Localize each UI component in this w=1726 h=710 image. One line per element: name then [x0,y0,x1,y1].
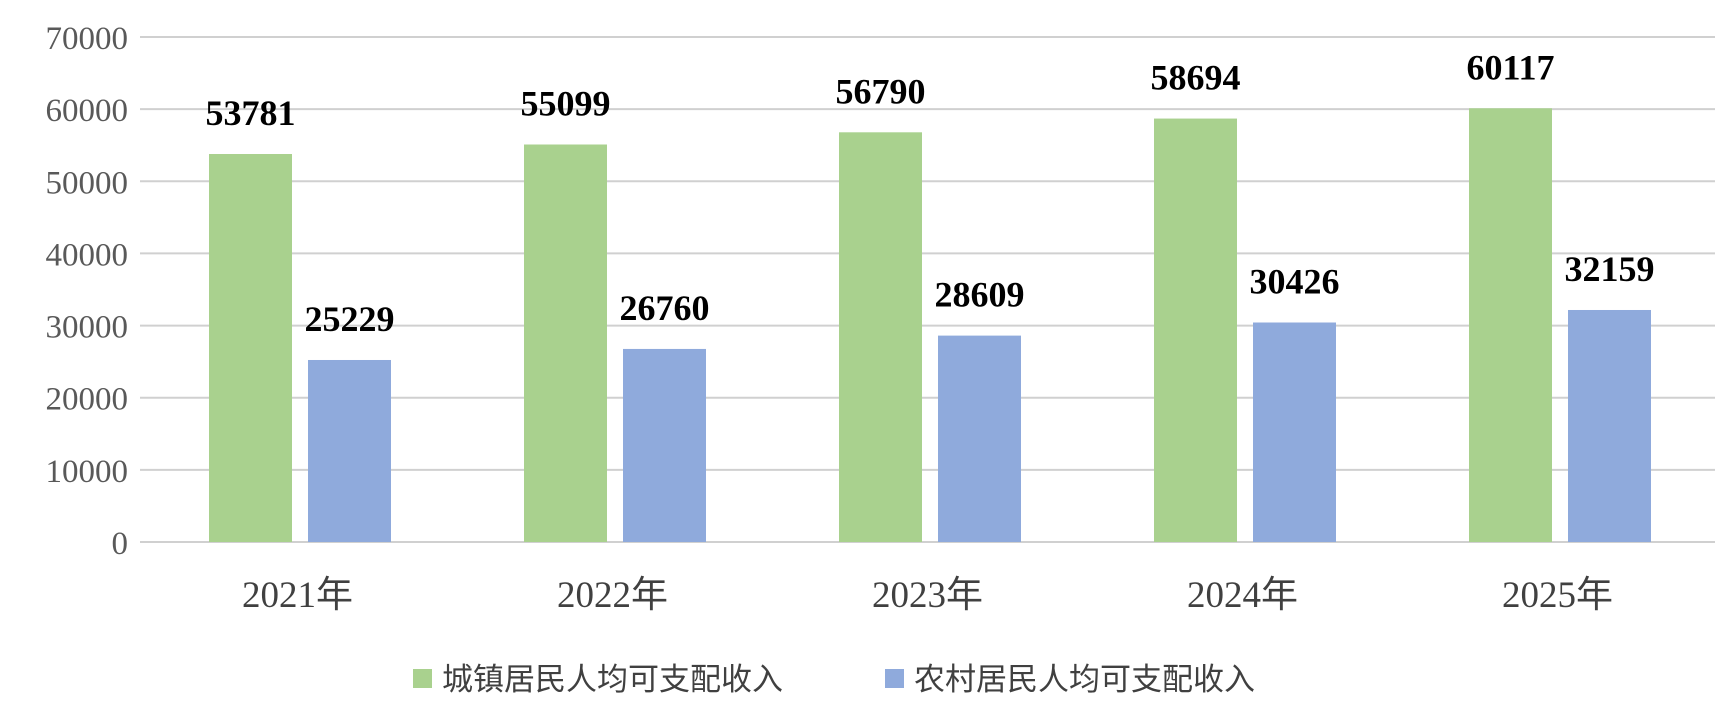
bar-rural [938,335,1021,542]
y-tick-label: 20000 [46,382,129,418]
data-label: 58694 [1151,58,1241,98]
bar-rural [1253,322,1336,542]
bar-urban [524,144,607,543]
bar-urban [1154,118,1237,543]
data-label: 30426 [1250,261,1340,301]
y-tick-label: 60000 [46,93,129,129]
y-tick-label: 50000 [46,165,129,201]
bar-urban [839,132,922,542]
data-labels: 53781 55099 56790 58694 60117 25229 26760 28609… [206,47,1655,339]
legend-swatch [885,669,904,688]
bar-rural [1568,309,1651,542]
data-label: 28609 [935,275,1025,315]
y-axis-tick-labels: 0 10000 20000 30000 40000 50000 60000 70000 [46,21,129,562]
legend-label: 农村居民人均可支配收入 [914,662,1255,698]
legend-label: 城镇居民人均可支配收入 [442,662,783,698]
gridlines [140,36,1715,543]
y-tick-label: 0 [112,526,129,562]
x-category-label: 2022年 [557,574,668,616]
data-label: 25229 [305,299,395,339]
y-tick-label: 70000 [46,21,129,57]
bar-urban [1469,108,1552,543]
data-label: 26760 [620,288,710,328]
bars [209,108,1651,543]
legend: 城镇居民人均可支配收入 农村居民人均可支配收入 [413,662,1255,698]
x-axis-category-labels: 2021年 2022年 2023年 2024年 2025年 [242,574,1613,616]
x-category-label: 2023年 [872,574,983,616]
data-label: 56790 [836,71,926,111]
y-tick-label: 10000 [46,454,129,490]
x-category-label: 2024年 [1187,574,1298,616]
y-tick-label: 30000 [46,310,129,346]
data-label: 60117 [1466,47,1554,87]
bar-rural [623,348,706,542]
data-label: 53781 [206,93,296,133]
data-label: 32159 [1565,249,1655,289]
x-category-label: 2021年 [242,574,353,616]
x-category-label: 2025年 [1502,574,1613,616]
bar-rural [308,359,391,542]
y-tick-label: 40000 [46,237,129,273]
data-label: 55099 [521,84,611,124]
bar-urban [209,154,292,543]
legend-swatch [413,669,432,688]
